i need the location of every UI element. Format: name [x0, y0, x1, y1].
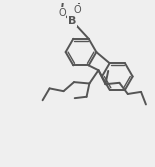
- Text: O: O: [58, 8, 66, 18]
- Text: O: O: [74, 5, 81, 15]
- Text: B: B: [68, 16, 76, 26]
